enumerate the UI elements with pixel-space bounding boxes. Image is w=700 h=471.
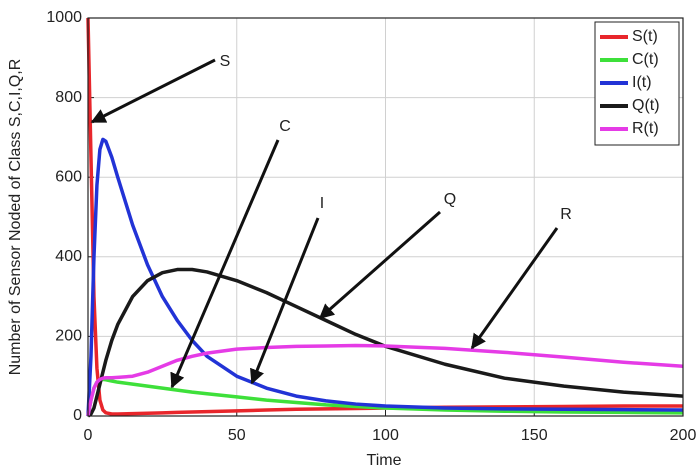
annotation-label: I xyxy=(320,195,324,212)
x-tick-label: 150 xyxy=(521,427,548,444)
annotation-label: Q xyxy=(444,191,456,208)
legend-label: S(t) xyxy=(632,28,658,45)
legend-label: Q(t) xyxy=(632,97,660,114)
x-tick-label: 0 xyxy=(84,427,93,444)
y-tick-label: 600 xyxy=(55,168,82,185)
annotation-label: R xyxy=(560,206,572,223)
legend-label: R(t) xyxy=(632,120,659,137)
legend-label: C(t) xyxy=(632,51,659,68)
y-axis-label: Number of Sensor Noded of Class S,C,I,Q,… xyxy=(7,59,24,376)
x-tick-label: 100 xyxy=(372,427,399,444)
y-tick-label: 1000 xyxy=(46,9,82,26)
legend-label: I(t) xyxy=(632,74,652,91)
chart: Time Number of Sensor Noded of Class S,C… xyxy=(0,0,700,471)
y-tick-label: 800 xyxy=(55,89,82,106)
x-axis-label: Time xyxy=(367,452,402,469)
y-tick-label: 0 xyxy=(73,407,82,424)
x-tick-label: 50 xyxy=(228,427,246,444)
annotation-label: C xyxy=(279,118,291,135)
annotation-label: S xyxy=(220,53,231,70)
y-tick-label: 400 xyxy=(55,248,82,265)
x-tick-label: 200 xyxy=(670,427,697,444)
y-tick-label: 200 xyxy=(55,328,82,345)
